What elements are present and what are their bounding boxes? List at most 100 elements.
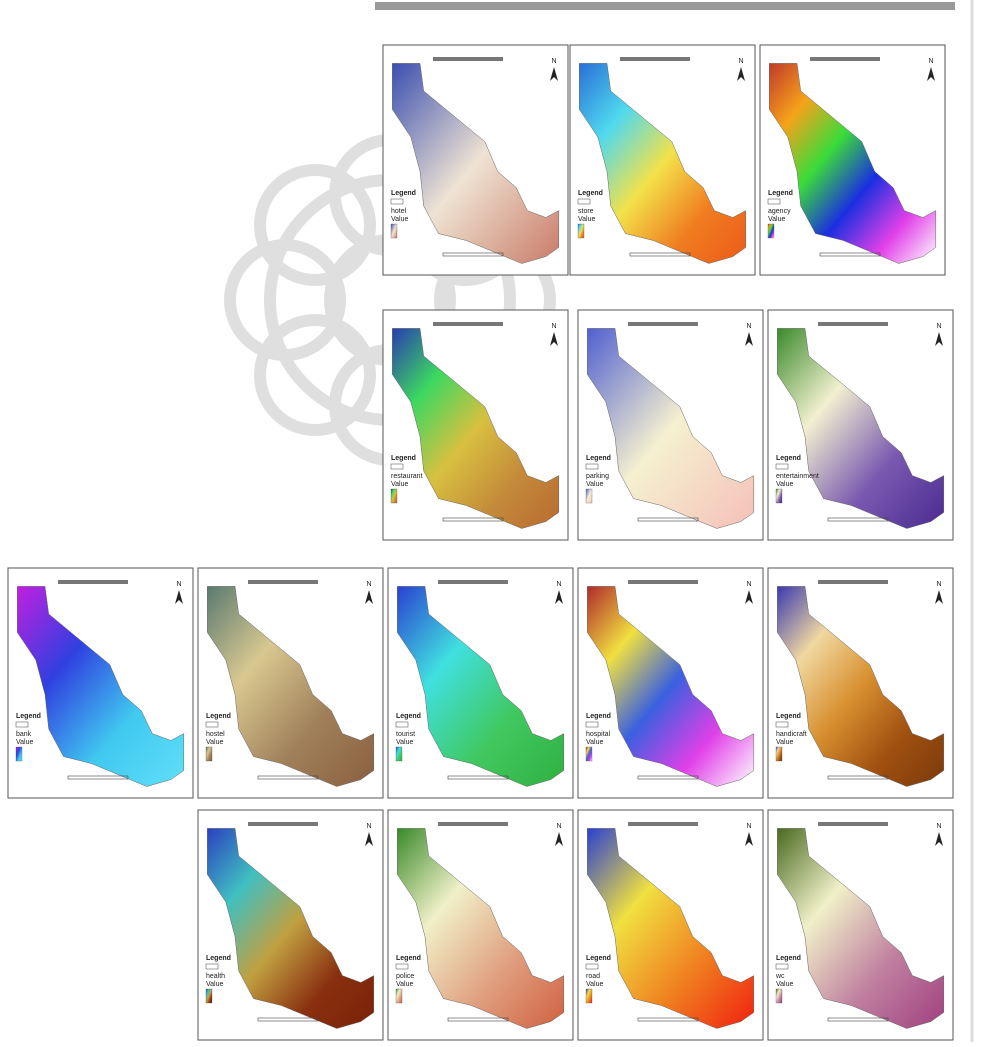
north-label: N (738, 58, 743, 65)
north-label: N (746, 823, 751, 830)
north-label: N (551, 323, 556, 330)
legend-ramp (391, 224, 397, 238)
legend-title: Legend (776, 455, 801, 462)
title-bar (620, 57, 690, 61)
title-bar (58, 580, 128, 584)
map-panel: N Legend hospitalValue (578, 568, 763, 798)
legend-layer: hostel (206, 731, 225, 738)
legend-ramp (206, 747, 212, 761)
north-label: N (746, 581, 751, 588)
north-label: N (936, 823, 941, 830)
north-label: N (936, 323, 941, 330)
legend-ramp (776, 747, 782, 761)
title-bar (818, 580, 888, 584)
north-label: N (551, 58, 556, 65)
legend-ramp (768, 224, 774, 238)
legend-ramp (776, 489, 782, 503)
title-bar (810, 57, 880, 61)
legend-title: Legend (586, 955, 611, 962)
legend-title: Legend (391, 190, 416, 197)
legend-ramp (586, 747, 592, 761)
legend-field: Value (768, 216, 785, 223)
north-label: N (928, 58, 933, 65)
legend-title: Legend (206, 713, 231, 720)
page: NLegendhotelValueNLegendstoreValueNLegen… (0, 0, 984, 1042)
legend-ramp (206, 989, 212, 1003)
north-label: N (746, 323, 751, 330)
legend-ramp (396, 989, 402, 1003)
north-label: N (366, 581, 371, 588)
legend-layer: parking (586, 473, 609, 480)
legend-layer: health (206, 973, 225, 980)
legend-ramp (391, 489, 397, 503)
legend-title: Legend (578, 190, 603, 197)
legend-layer: store (578, 208, 594, 215)
title-bar (818, 822, 888, 826)
title-bar (628, 322, 698, 326)
legend-title: Legend (776, 955, 801, 962)
legend-field: Value (776, 739, 793, 746)
legend-layer: tourist (396, 731, 415, 738)
legend-title: Legend (768, 190, 793, 197)
title-bar (433, 322, 503, 326)
legend-title: Legend (396, 955, 421, 962)
legend-title: Legend (391, 455, 416, 462)
legend-field: Value (206, 739, 223, 746)
map-panel: NLegendpoliceValue (388, 810, 573, 1040)
legend-title: Legend (206, 955, 231, 962)
legend-title: Legend (16, 713, 41, 720)
legend-layer: bank (16, 731, 32, 738)
legend-field: Value (586, 739, 603, 746)
legend-title: Legend (776, 713, 801, 720)
legend-ramp (776, 989, 782, 1003)
legend-title: Legend (586, 713, 611, 720)
legend-field: Value (16, 739, 33, 746)
north-label: N (366, 823, 371, 830)
legend-layer: handicraft (776, 731, 807, 738)
north-label: N (556, 581, 561, 588)
legend-field: Value (396, 739, 413, 746)
legend-title: Legend (586, 455, 611, 462)
north-label: N (936, 581, 941, 588)
legend-layer: agency (768, 208, 791, 215)
legend-layer: wc (775, 973, 785, 980)
legend-layer: hotel (391, 208, 407, 215)
legend-field: Value (391, 216, 408, 223)
legend-field: Value (586, 481, 603, 488)
legend-ramp (578, 224, 584, 238)
legend-layer: hospital (586, 731, 611, 738)
title-bar (248, 580, 318, 584)
title-bar (438, 822, 508, 826)
title-bar (628, 580, 698, 584)
legend-title: Legend (396, 713, 421, 720)
north-label: N (176, 581, 181, 588)
legend-field: Value (578, 216, 595, 223)
legend-field: Value (391, 481, 408, 488)
legend-ramp (396, 747, 402, 761)
title-bar (628, 822, 698, 826)
legend-field: Value (776, 481, 793, 488)
title-bar (818, 322, 888, 326)
title-bar (248, 822, 318, 826)
legend-layer: entertainment (776, 473, 819, 480)
legend-ramp (586, 989, 592, 1003)
legend-ramp (16, 747, 22, 761)
legend-layer: road (586, 973, 600, 980)
legend-field: Value (776, 981, 793, 988)
legend-field: Value (586, 981, 603, 988)
legend-layer: restaurant (391, 473, 423, 480)
legend-field: Value (396, 981, 413, 988)
north-label: N (556, 823, 561, 830)
